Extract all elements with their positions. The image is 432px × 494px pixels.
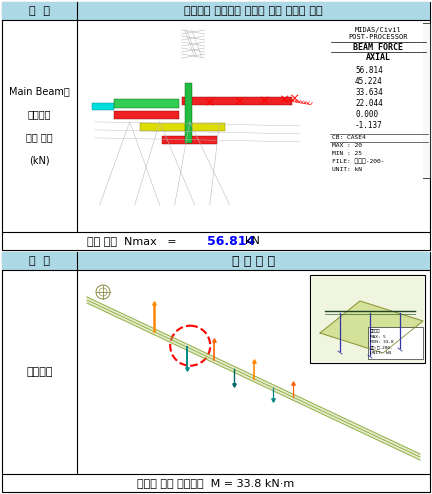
Text: 파일:빔-200-: 파일:빔-200- — [370, 345, 394, 349]
Bar — [185, 83, 192, 143]
Text: 최대 축력  Nmax   =: 최대 축력 Nmax = — [87, 236, 177, 246]
Text: -1.137: -1.137 — [355, 121, 383, 130]
Polygon shape — [320, 301, 423, 353]
Bar — [333, 76, 351, 87]
Bar — [311, 276, 424, 362]
Text: FILE: 보타겟-200-: FILE: 보타겟-200- — [332, 158, 384, 164]
Bar — [326, 23, 430, 178]
Text: 22.044: 22.044 — [355, 99, 383, 108]
Bar — [140, 123, 225, 131]
Text: AXIAL: AXIAL — [365, 53, 391, 63]
Text: MIN : 25: MIN : 25 — [332, 151, 362, 156]
Bar — [92, 103, 114, 110]
Bar — [333, 65, 351, 76]
Text: Main Beam에

작용하는

최대 축력

(kN): Main Beam에 작용하는 최대 축력 (kN) — [9, 86, 70, 166]
Text: 지점부 추가 휨모멘트  M = 33.8 kN·m: 지점부 추가 휨모멘트 M = 33.8 kN·m — [137, 478, 295, 488]
Text: UNIT: kN: UNIT: kN — [332, 166, 362, 171]
Bar — [162, 136, 217, 144]
Text: MIDAS/Civil: MIDAS/Civil — [355, 27, 401, 33]
Bar — [333, 109, 351, 120]
Bar — [182, 97, 292, 105]
Text: 56.814: 56.814 — [207, 235, 255, 247]
Bar — [2, 2, 430, 20]
Text: MAX : 20: MAX : 20 — [332, 142, 362, 148]
Text: 구  분: 구 분 — [29, 256, 50, 266]
Text: 해석결과: 해석결과 — [370, 329, 381, 333]
Text: 56.814: 56.814 — [355, 66, 383, 75]
Bar — [79, 272, 428, 472]
Text: kN: kN — [245, 236, 260, 246]
Text: MIN: 33.8: MIN: 33.8 — [370, 340, 394, 344]
Bar — [114, 99, 179, 108]
Text: 휨모멘트: 휨모멘트 — [26, 367, 53, 377]
Text: 0.000: 0.000 — [355, 110, 378, 119]
Text: POST-PROCESSOR: POST-PROCESSOR — [348, 34, 408, 40]
Bar — [2, 2, 430, 250]
Bar — [79, 22, 423, 230]
Text: 구  분: 구 분 — [29, 6, 50, 16]
Bar — [114, 111, 179, 119]
Text: BEAM FORCE: BEAM FORCE — [353, 42, 403, 51]
Text: 해 석 모 델: 해 석 모 델 — [232, 254, 275, 267]
Text: UNIT: kN: UNIT: kN — [370, 351, 391, 355]
Text: CB: CASE4: CB: CASE4 — [332, 134, 366, 139]
Text: 해석결과 검토대상 부재의 최대 부재력 분포: 해석결과 검토대상 부재의 최대 부재력 분포 — [184, 6, 323, 16]
Bar — [333, 87, 351, 98]
Text: MAX: 5: MAX: 5 — [370, 334, 386, 338]
Bar — [333, 98, 351, 109]
Text: 45.224: 45.224 — [355, 77, 383, 86]
Bar — [2, 252, 430, 492]
Bar — [310, 275, 425, 363]
Bar — [368, 327, 423, 359]
Bar — [2, 252, 430, 270]
Text: 33.634: 33.634 — [355, 88, 383, 97]
